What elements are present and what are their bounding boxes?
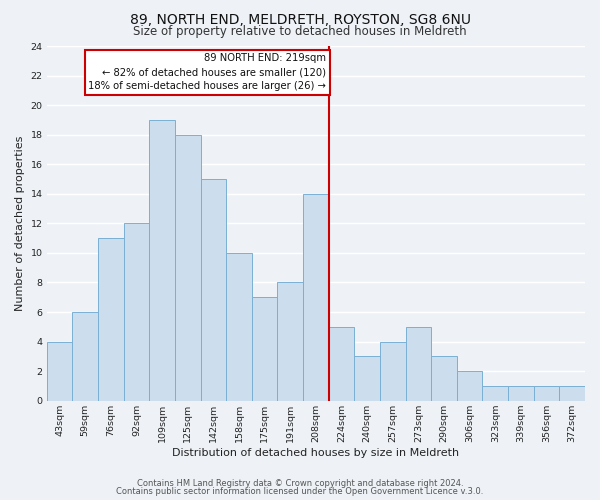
Bar <box>508 386 534 400</box>
Bar <box>73 312 98 400</box>
Bar <box>380 342 406 400</box>
Bar <box>534 386 559 400</box>
Text: Contains public sector information licensed under the Open Government Licence v.: Contains public sector information licen… <box>116 487 484 496</box>
Bar <box>457 371 482 400</box>
Text: Size of property relative to detached houses in Meldreth: Size of property relative to detached ho… <box>133 25 467 38</box>
Bar <box>124 224 149 400</box>
Bar <box>431 356 457 401</box>
Bar <box>277 282 303 401</box>
Bar <box>149 120 175 400</box>
Text: 89 NORTH END: 219sqm
← 82% of detached houses are smaller (120)
18% of semi-deta: 89 NORTH END: 219sqm ← 82% of detached h… <box>88 54 326 92</box>
Bar <box>98 238 124 400</box>
Bar <box>355 356 380 401</box>
Bar <box>226 253 252 400</box>
X-axis label: Distribution of detached houses by size in Meldreth: Distribution of detached houses by size … <box>172 448 460 458</box>
Bar <box>175 134 200 400</box>
Bar <box>406 327 431 400</box>
Bar <box>47 342 73 400</box>
Bar <box>303 194 329 400</box>
Bar <box>252 297 277 401</box>
Text: Contains HM Land Registry data © Crown copyright and database right 2024.: Contains HM Land Registry data © Crown c… <box>137 478 463 488</box>
Y-axis label: Number of detached properties: Number of detached properties <box>15 136 25 311</box>
Text: 89, NORTH END, MELDRETH, ROYSTON, SG8 6NU: 89, NORTH END, MELDRETH, ROYSTON, SG8 6N… <box>130 12 470 26</box>
Bar <box>329 327 355 400</box>
Bar <box>482 386 508 400</box>
Bar <box>559 386 585 400</box>
Bar <box>200 179 226 400</box>
